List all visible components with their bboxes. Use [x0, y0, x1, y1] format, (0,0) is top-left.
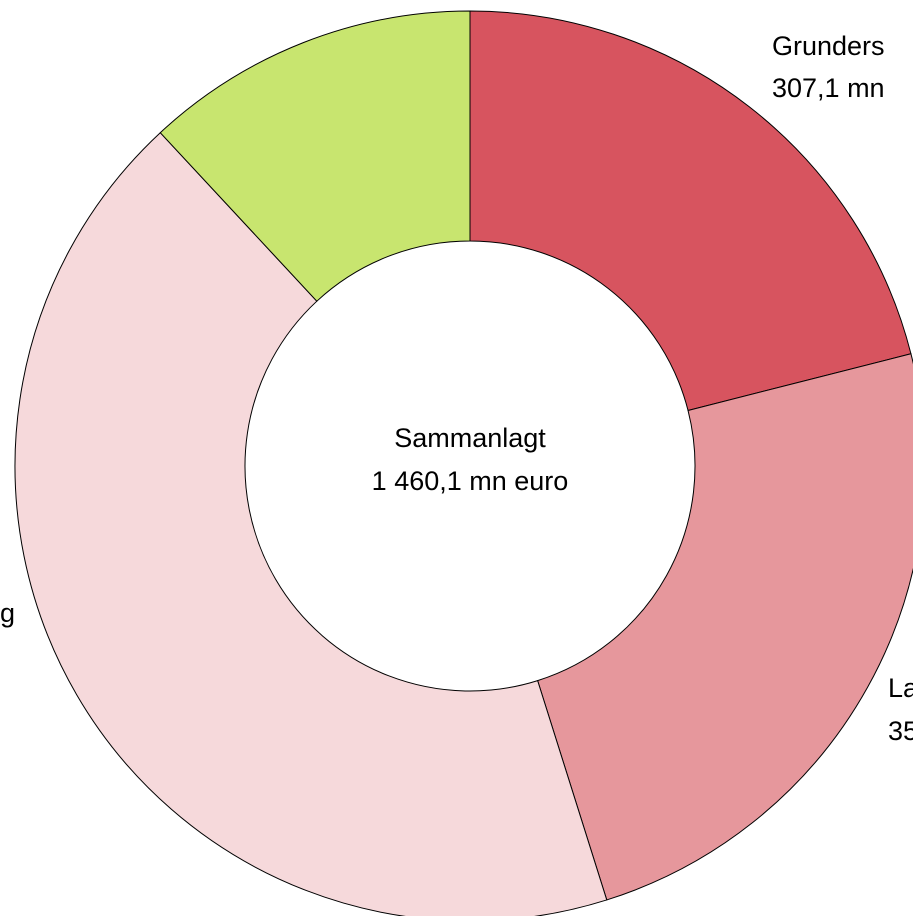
- donut-segment: [537, 353, 913, 901]
- center-total: 1 460,1 mn euro: [372, 466, 569, 496]
- donut-segment: [469, 10, 912, 412]
- segment-value-label: 307,1 mn: [772, 73, 885, 103]
- segment-value-label: 35: [888, 716, 913, 746]
- segment-label: Grunders: [772, 31, 885, 61]
- center-title: Sammanlagt: [394, 423, 546, 453]
- donut-segment: [159, 10, 471, 302]
- segment-label: La: [888, 673, 913, 703]
- segment-label: g: [0, 598, 15, 628]
- donut-segment: [14, 131, 608, 916]
